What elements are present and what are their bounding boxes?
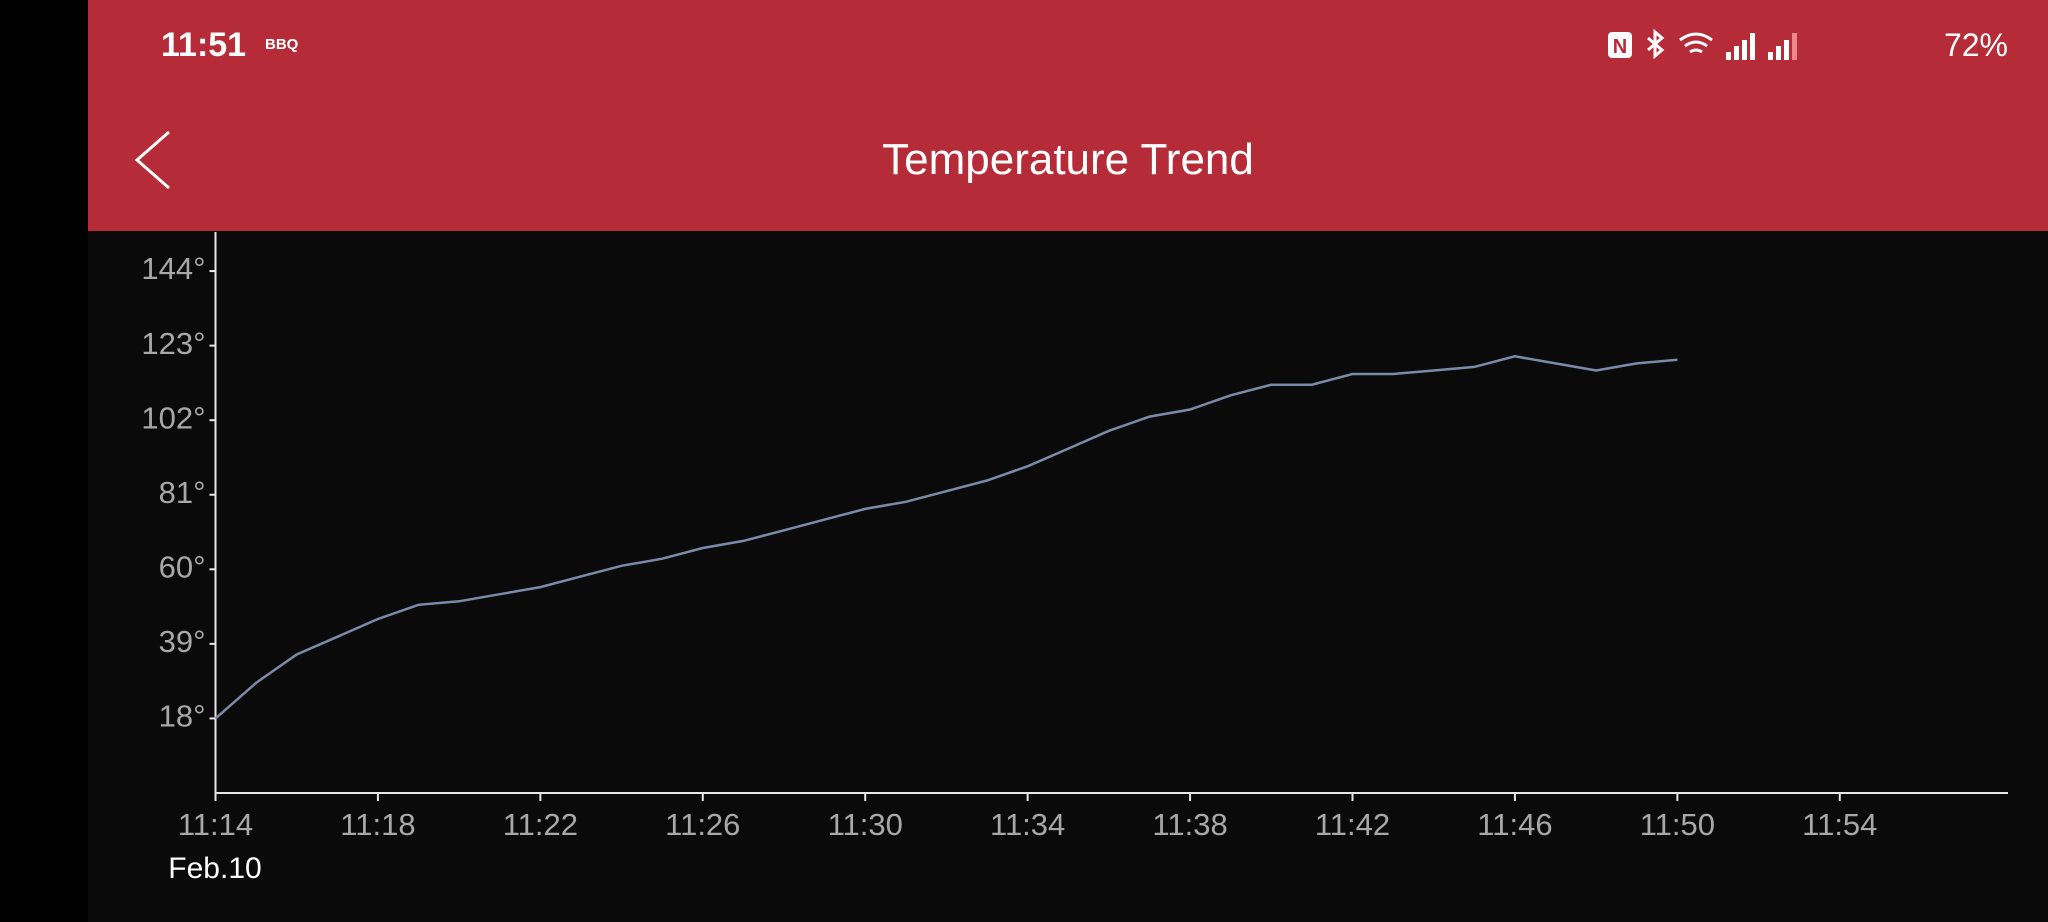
y-tick-label: 39° [159,624,206,659]
app: 11:51 BBQ N 72% Temperature Trend Feb.10… [88,0,2048,922]
x-tick-label: 11:30 [828,807,903,842]
chart: Feb.10 18° 39° 60° 81° 102° 123° 144° 11:14 11:1… [141,232,2008,885]
svg-text:N: N [1613,36,1627,58]
x-tick-label: 11:54 [1802,807,1877,842]
x-tick-label: 11:46 [1477,807,1552,842]
x-tick-label: 11:38 [1152,807,1227,842]
status-icons: N [1608,28,1797,60]
y-tick-label: 144° [141,251,205,286]
y-tick-label: 18° [159,699,206,734]
x-tick-label: 11:26 [665,807,740,842]
date-label: Feb.10 [168,852,261,885]
y-tick-label: 81° [159,475,206,510]
x-tick-label: 11:22 [503,807,578,842]
y-tick-label: 102° [141,400,205,435]
y-tick-label: 123° [141,326,205,361]
y-tick-label: 60° [159,549,206,584]
temperature-line [214,355,1678,720]
x-tick-label: 11:50 [1640,807,1715,842]
page-title: Temperature Trend [882,135,1254,184]
back-button[interactable] [133,130,173,190]
status-time: 11:51 [161,26,247,64]
x-tick-label: 11:34 [990,807,1065,842]
status-battery: 72% [1943,27,2008,63]
x-tick-label: 11:14 [178,807,253,842]
x-tick-label: 11:18 [340,807,415,842]
app-bar: 11:51 BBQ N 72% Temperature Trend [88,0,2048,231]
status-app: BBQ [265,36,299,53]
x-tick-label: 11:42 [1315,807,1390,842]
